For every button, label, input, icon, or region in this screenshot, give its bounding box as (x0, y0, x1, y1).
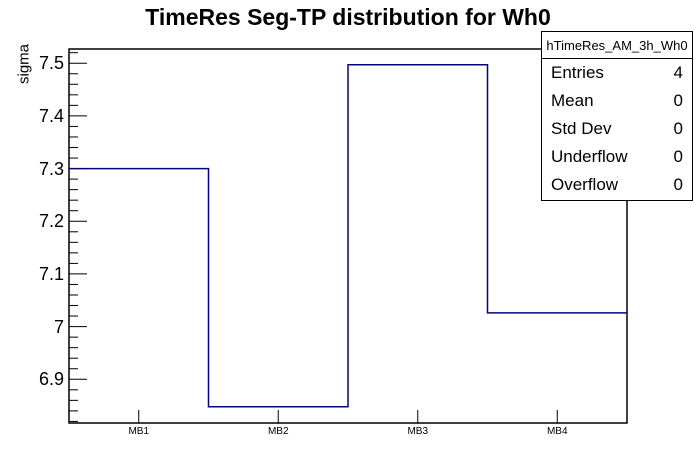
stats-row-value: 0 (673, 175, 683, 194)
stats-box-title: hTimeRes_AM_3h_Wh0 (542, 32, 692, 59)
stats-row-value: 0 (673, 119, 683, 138)
y-tick-label-7.3: 7.3 (38, 158, 64, 179)
stats-box: hTimeRes_AM_3h_Wh0 Entries 4 Mean 0 Std … (541, 31, 693, 201)
y-tick-label-6.9: 6.9 (38, 369, 64, 390)
stats-row: Mean 0 (542, 87, 692, 115)
x-tick-label-mb4: MB4 (546, 426, 568, 437)
stats-row-label: Overflow (551, 175, 619, 194)
stats-box-rows: Entries 4 Mean 0 Std Dev 0 Underflow 0 O… (542, 59, 692, 199)
y-tick-label-7.4: 7.4 (38, 105, 64, 126)
stats-row-label: Entries (551, 63, 604, 82)
x-tick-label-mb1: MB1 (128, 426, 150, 437)
stats-row: Std Dev 0 (542, 115, 692, 143)
stats-row-label: Underflow (551, 147, 628, 166)
stats-row-value: 0 (673, 91, 683, 110)
y-tick-label-7.1: 7.1 (38, 263, 64, 284)
histogram-step-line (69, 64, 627, 408)
stats-row: Entries 4 (542, 59, 692, 87)
x-tick-label-mb3: MB3 (407, 426, 429, 437)
y-tick-label-7.5: 7.5 (38, 53, 64, 74)
x-tick-label-mb2: MB2 (267, 426, 289, 437)
stats-row-value: 0 (673, 147, 683, 166)
y-tick-label-7.2: 7.2 (38, 211, 64, 232)
y-tick-label-7: 7 (53, 316, 64, 337)
stats-row: Underflow 0 (542, 143, 692, 171)
stats-row: Overflow 0 (542, 171, 692, 199)
stats-row-label: Std Dev (551, 119, 612, 138)
plot-frame (68, 48, 628, 424)
stats-row-label: Mean (551, 91, 594, 110)
chart-title: TimeRes Seg-TP distribution for Wh0 (145, 4, 551, 30)
stats-row-value: 4 (673, 63, 683, 82)
